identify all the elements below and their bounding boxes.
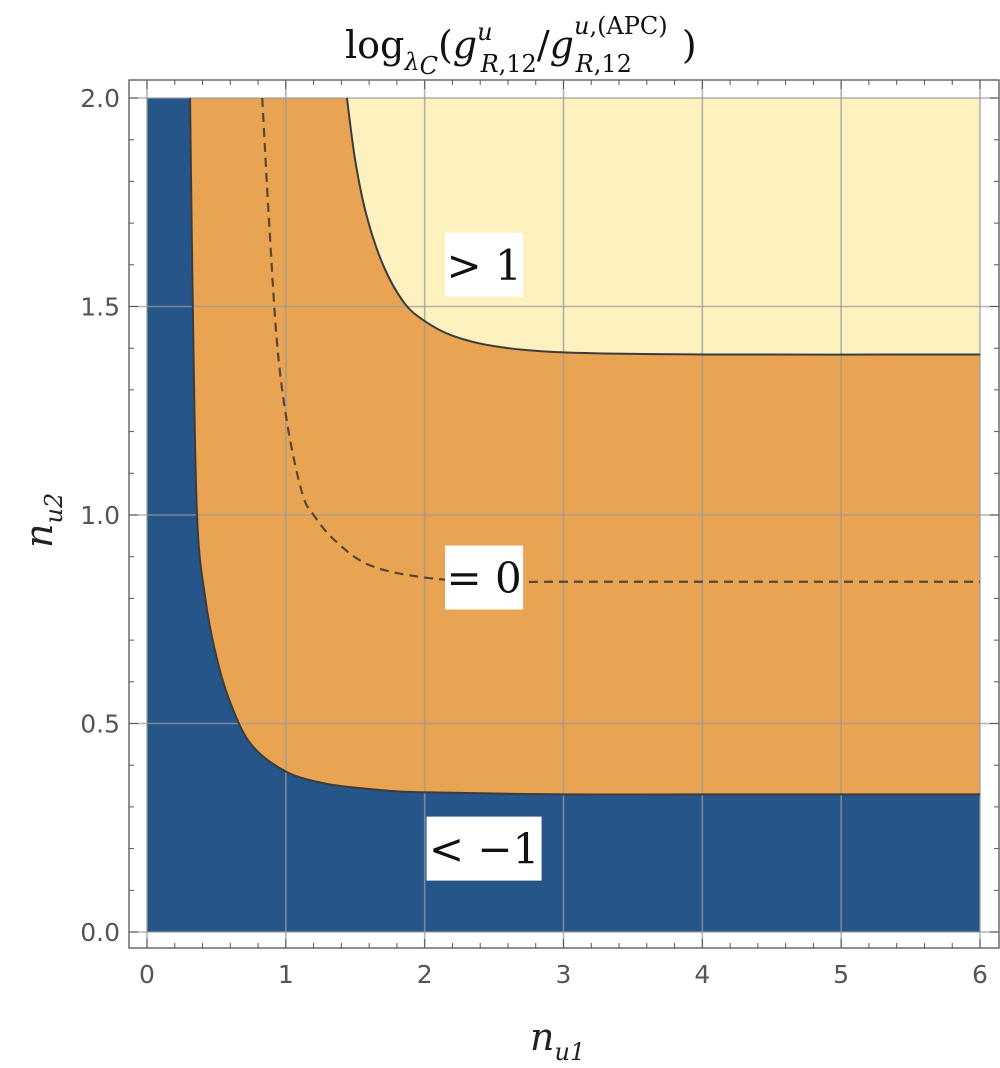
contour-line xyxy=(345,97,981,356)
annotation-label: = 0 xyxy=(446,554,521,603)
y-tick-label: 1.5 xyxy=(80,293,120,322)
grid xyxy=(129,80,999,948)
x-tick-label: 0 xyxy=(139,960,155,989)
region-high xyxy=(346,98,980,355)
contour-lines xyxy=(189,97,981,796)
svg-text:logλC(guR,12/gu,(APC)R,12): logλC(gu R,12/gu,(APC) R,12) xyxy=(345,12,697,80)
x-tick-label: 4 xyxy=(694,960,710,989)
y-tick-labels: 0.0 0.5 1.0 1.5 2.0 xyxy=(80,84,120,947)
y-tick-label: 2.0 xyxy=(80,84,120,113)
x-tick-label: 6 xyxy=(972,960,988,989)
region-annotations: > 1 = 0 < −1 xyxy=(426,232,542,881)
y-tick-label: 0.5 xyxy=(80,710,120,739)
annotation-box xyxy=(426,816,542,881)
annotation-label: > 1 xyxy=(446,241,521,290)
contour-line xyxy=(261,97,980,584)
x-tick-label: 1 xyxy=(278,960,294,989)
y-tick-label: 0.0 xyxy=(80,918,120,947)
x-tick-labels: 0 1 2 3 4 5 6 xyxy=(139,960,988,989)
contour-line xyxy=(189,97,980,796)
x-tick-label: 3 xyxy=(556,960,572,989)
y-tick-label: 1.0 xyxy=(80,501,120,530)
chart-title: logλC(gu R,12/gu,(APC) R,12) xyxy=(345,12,697,80)
frame-ticks xyxy=(129,80,999,948)
annotation-label: < −1 xyxy=(429,825,539,874)
x-tick-label: 2 xyxy=(417,960,433,989)
x-tick-label: 5 xyxy=(833,960,849,989)
annotation-box xyxy=(445,232,524,297)
y-axis-title: nu2 xyxy=(17,493,68,548)
annotation-box xyxy=(445,545,524,610)
x-axis-title: nu1 xyxy=(530,1015,585,1066)
